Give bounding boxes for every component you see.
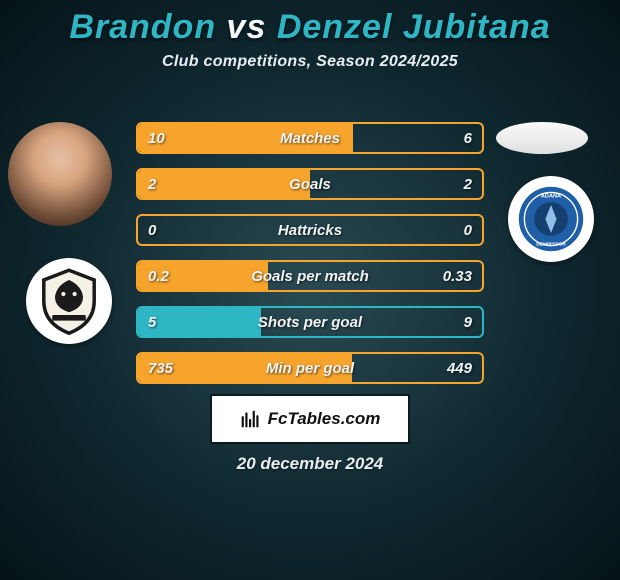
stat-row: 2Goals2	[136, 168, 484, 200]
stat-value-right: 2	[422, 176, 482, 193]
stat-value-right: 0	[422, 222, 482, 239]
stat-label: Goals	[198, 176, 422, 193]
stat-label: Min per goal	[198, 360, 422, 377]
fctables-logo-icon	[240, 408, 262, 430]
stat-row: 735Min per goal449	[136, 352, 484, 384]
player1-avatar	[8, 122, 112, 226]
stat-value-left: 0	[138, 222, 198, 239]
stats-comparison-chart: 10Matches6 2Goals2 0Hattricks0 0.2Goals per…	[136, 122, 484, 398]
player2-name: Denzel Jubitana	[277, 8, 551, 46]
stat-value-left: 5	[138, 314, 198, 331]
stat-row: 5Shots per goal9	[136, 306, 484, 338]
stat-value-right: 9	[422, 314, 482, 331]
club2-logo: ADANA DEMIRSPOR	[508, 176, 594, 262]
subtitle: Club competitions, Season 2024/2025	[0, 53, 620, 71]
club1-logo	[26, 258, 112, 344]
svg-text:ADANA: ADANA	[541, 193, 561, 199]
branding-text: FcTables.com	[268, 409, 381, 429]
player1-name: Brandon	[69, 8, 216, 46]
adana-demirspor-crest-icon: ADANA DEMIRSPOR	[516, 184, 586, 254]
stat-row: 0.2Goals per match0.33	[136, 260, 484, 292]
stat-label: Goals per match	[198, 268, 422, 285]
stat-value-right: 0.33	[422, 268, 482, 285]
stat-label: Shots per goal	[198, 314, 422, 331]
stat-value-left: 0.2	[138, 268, 198, 285]
stat-value-left: 10	[138, 130, 198, 147]
stat-value-right: 449	[422, 360, 482, 377]
footer-date: 20 december 2024	[0, 454, 620, 474]
stat-label: Hattricks	[198, 222, 422, 239]
stat-value-left: 2	[138, 176, 198, 193]
page-title: Brandon vs Denzel Jubitana	[0, 0, 620, 47]
stat-row: 0Hattricks0	[136, 214, 484, 246]
stat-value-right: 6	[422, 130, 482, 147]
svg-text:DEMIRSPOR: DEMIRSPOR	[536, 242, 566, 248]
stat-value-left: 735	[138, 360, 198, 377]
player2-avatar	[496, 122, 588, 154]
paok-crest-icon	[34, 266, 104, 336]
vs-text: vs	[227, 8, 267, 46]
stat-label: Matches	[198, 130, 422, 147]
branding-box: FcTables.com	[210, 394, 410, 444]
stat-row: 10Matches6	[136, 122, 484, 154]
